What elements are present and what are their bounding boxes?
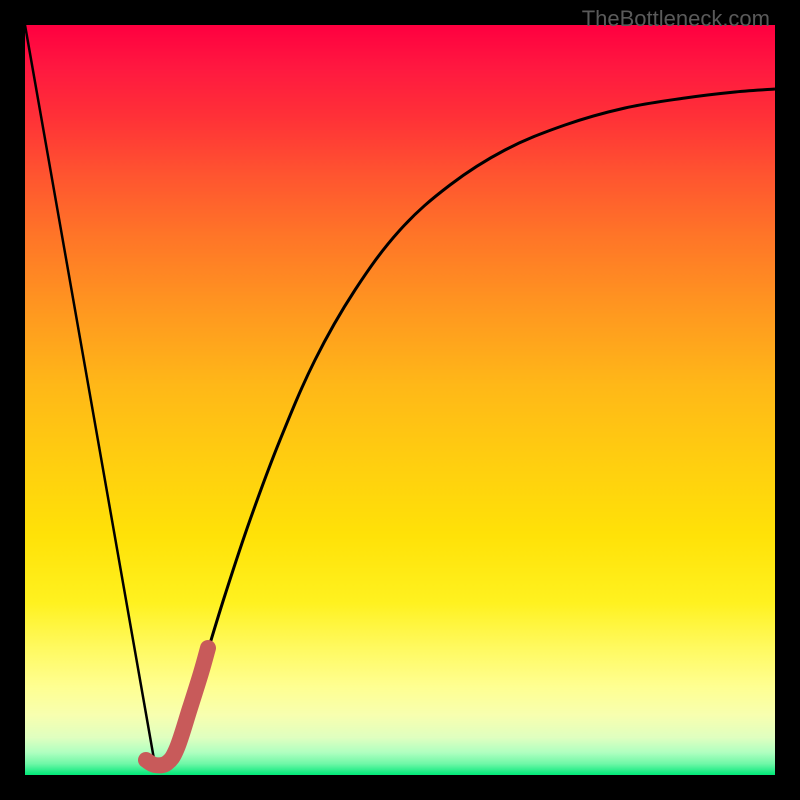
chart-area <box>25 25 775 775</box>
bottleneck-curve <box>25 25 775 775</box>
curve-marker <box>146 648 208 765</box>
watermark-text: TheBottleneck.com <box>582 6 770 32</box>
curve-right-segment <box>155 89 775 765</box>
curve-left-segment <box>25 25 155 765</box>
